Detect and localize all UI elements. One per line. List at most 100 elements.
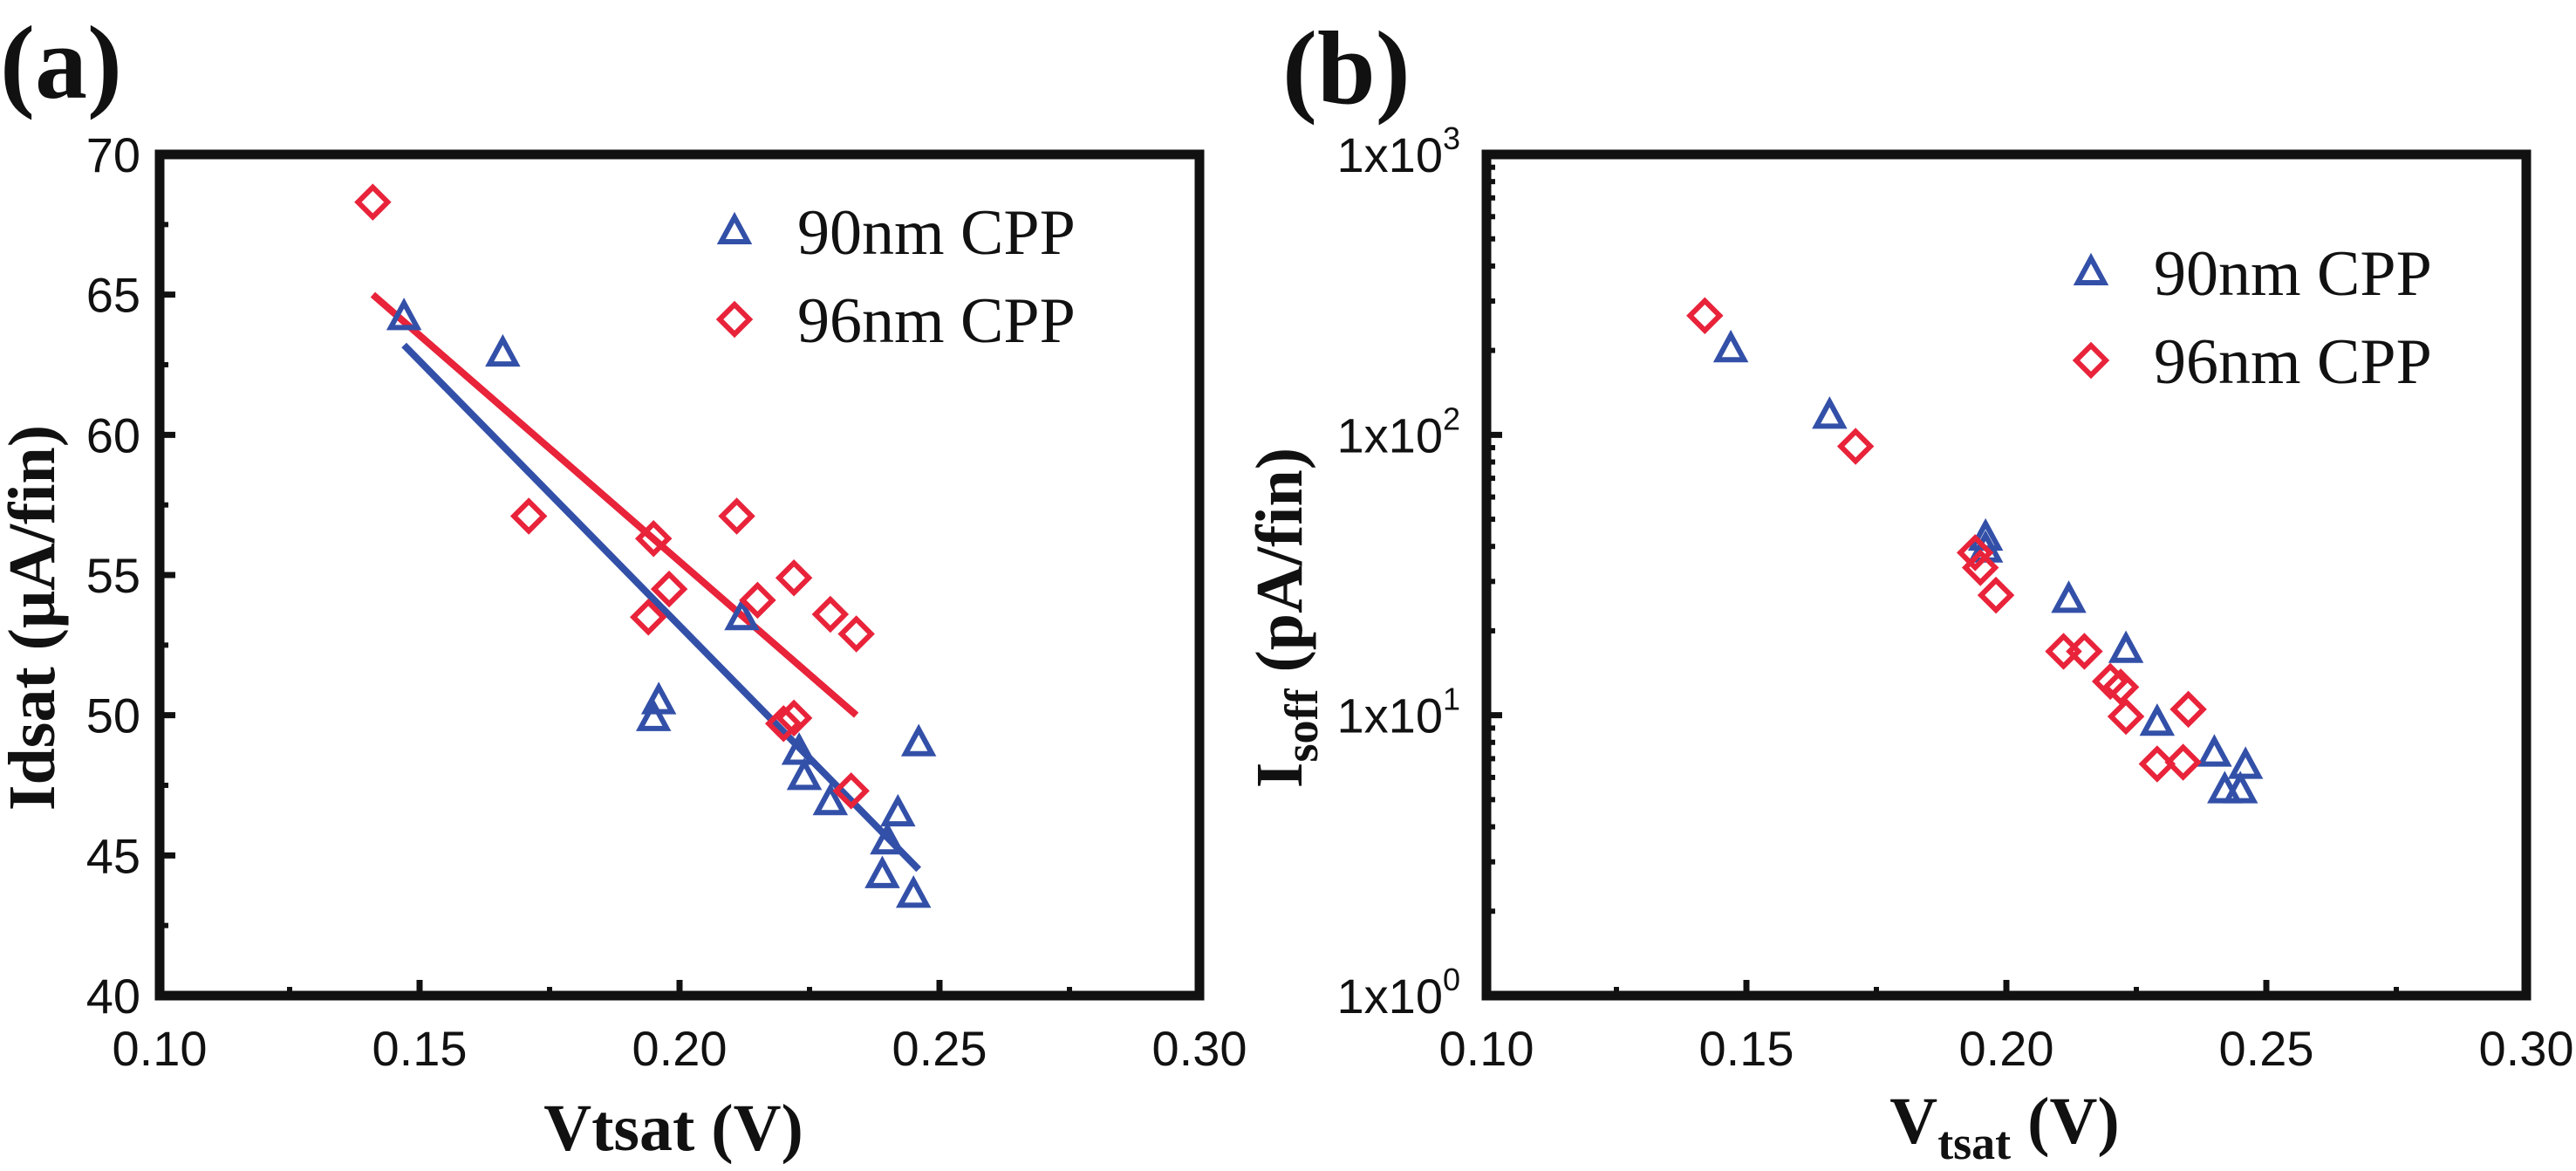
data-point-90nm — [870, 821, 905, 855]
fit-line-90nm — [401, 342, 922, 873]
y-tick-label: 65 — [86, 268, 140, 323]
y-tick-exponent: 3 — [1443, 120, 1460, 156]
data-point-96nm — [1977, 576, 2015, 614]
y-axis-label-b: Isoff (pA/fin) — [1243, 448, 1328, 788]
y-tick-exponent: 1 — [1443, 681, 1460, 717]
x-tick-label: 0.15 — [372, 1021, 468, 1076]
chart-b: 0.10 0.15 0.20 0.25 0.301x1001x1011x1021x103… — [1337, 120, 2574, 1076]
data-point-96nm — [2169, 690, 2207, 729]
data-point-96nm — [509, 497, 548, 535]
y-tick-label: 1x100 — [1337, 962, 1460, 1024]
data-point-90nm — [2108, 630, 2144, 663]
x-label-sub: tsat — [1937, 1117, 2011, 1169]
data-point-90nm — [386, 298, 422, 331]
data-point-90nm — [2139, 703, 2176, 736]
data-point-90nm — [2227, 746, 2264, 779]
x-tick-label: 0.10 — [113, 1021, 208, 1076]
data-point-96nm — [1961, 549, 1999, 586]
chart-a: 0.10 0.15 0.20 0.25 0.30 40 45 50 55 60 65 70 90nm C… — [86, 127, 1247, 1076]
data-point-96nm — [2101, 668, 2140, 706]
x-tick-label: 0.15 — [1699, 1021, 1794, 1076]
x-tick-label: 0.30 — [1152, 1021, 1247, 1076]
legend-marker — [2073, 252, 2109, 285]
legend-marker — [2072, 341, 2110, 380]
legend-marker — [715, 300, 754, 339]
data-point-96nm — [832, 772, 870, 810]
data-point-90nm — [2197, 734, 2232, 767]
data-point-96nm — [2066, 633, 2103, 670]
x-tick-label: 0.10 — [1439, 1021, 1534, 1076]
data-point-96nm — [775, 699, 813, 737]
x-tick-label: 0.30 — [2479, 1021, 2574, 1076]
y-label-main: I — [1243, 762, 1316, 788]
plot-frame — [154, 149, 1205, 1001]
data-point-90nm — [895, 875, 932, 908]
data-point-90nm — [2051, 580, 2087, 613]
data-point-90nm — [786, 757, 823, 791]
data-point-96nm — [2164, 743, 2202, 781]
x-axis-label-a: Vtsat (V) — [543, 1092, 803, 1165]
y-tick-base: 1x10 — [1337, 969, 1443, 1024]
y-label-rest: (pA/fin) — [1243, 448, 1316, 689]
legend-marker — [716, 211, 753, 244]
data-point-96nm — [629, 598, 667, 636]
fit-line-96nm — [370, 291, 859, 718]
data-point-90nm — [635, 698, 672, 731]
legend-label: 96nm CPP — [797, 285, 1076, 357]
data-point-90nm — [2222, 770, 2258, 804]
y-tick-base: 1x10 — [1337, 127, 1443, 182]
x-tick-label: 0.20 — [1959, 1021, 2054, 1076]
data-point-96nm — [2091, 662, 2129, 701]
data-point-96nm — [739, 581, 776, 620]
y-tick-exponent: 2 — [1443, 401, 1460, 436]
y-tick-base: 1x10 — [1337, 407, 1443, 462]
data-point-96nm — [1686, 297, 1724, 335]
data-point-96nm — [1956, 534, 1994, 572]
y-axis-label-a: Idsat (μA/fin) — [0, 425, 69, 811]
data-point-96nm — [650, 570, 688, 608]
legend-label: 90nm CPP — [797, 197, 1076, 269]
panel-label-b: (b) — [1282, 10, 1411, 126]
data-point-96nm — [2045, 633, 2082, 670]
x-tick-label: 0.25 — [892, 1021, 987, 1076]
panel-label-a: (a) — [0, 4, 122, 120]
x-label-main: V — [1889, 1085, 1937, 1158]
data-point-96nm — [2138, 745, 2176, 783]
data-point-90nm — [485, 333, 521, 367]
y-tick-exponent: 0 — [1443, 962, 1460, 997]
x-label-rest: (V) — [2011, 1085, 2120, 1158]
y-tick-label: 1x101 — [1337, 681, 1460, 743]
data-point-96nm — [718, 497, 755, 535]
data-point-96nm — [354, 183, 392, 221]
data-point-96nm — [775, 558, 813, 597]
data-point-90nm — [864, 855, 900, 888]
x-tick-label: 0.25 — [2219, 1021, 2314, 1076]
data-point-96nm — [1836, 428, 1875, 465]
x-tick-label: 0.20 — [632, 1021, 728, 1076]
y-tick-base: 1x10 — [1337, 688, 1443, 743]
y-tick-label: 60 — [86, 407, 140, 462]
y-tick-label: 1x103 — [1337, 120, 1460, 182]
data-point-96nm — [2107, 697, 2145, 736]
legend-label: 96nm CPP — [2154, 326, 2432, 398]
y-tick-label: 50 — [86, 688, 140, 743]
y-tick-label: 55 — [86, 548, 140, 603]
data-point-90nm — [900, 723, 937, 757]
y-tick-label: 45 — [86, 828, 140, 883]
data-point-96nm — [811, 595, 850, 633]
data-point-90nm — [1812, 396, 1848, 429]
y-tick-label: 1x102 — [1337, 401, 1460, 462]
data-point-96nm — [634, 519, 673, 558]
y-tick-label: 70 — [86, 127, 140, 182]
data-point-90nm — [724, 597, 760, 631]
data-point-90nm — [1712, 329, 1749, 363]
x-axis-label-b: Vtsat (V) — [1889, 1085, 2119, 1169]
data-point-90nm — [812, 782, 849, 816]
y-label-sub: soff — [1275, 688, 1328, 762]
data-point-90nm — [781, 732, 817, 765]
y-tick-label: 40 — [86, 969, 140, 1024]
data-point-96nm — [837, 615, 875, 653]
legend-label: 90nm CPP — [2154, 238, 2432, 310]
data-point-96nm — [764, 705, 803, 743]
